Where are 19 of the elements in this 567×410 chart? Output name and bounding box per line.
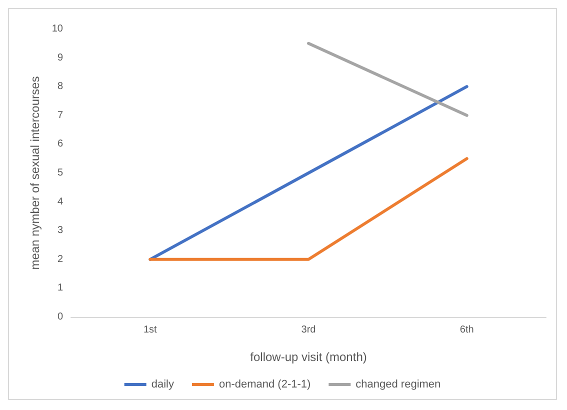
y-tick-label: 5 xyxy=(57,168,64,178)
y-tick-label: 6 xyxy=(57,138,64,150)
x-tick-label: 1st xyxy=(143,324,158,336)
y-tick-label: 10 xyxy=(52,24,64,34)
x-tick-label: 6th xyxy=(460,324,474,336)
legend-label: daily xyxy=(151,378,174,390)
x-tick-label: 3rd xyxy=(301,324,316,336)
x-axis-title: follow-up visit (month) xyxy=(250,350,367,364)
y-tick-label: 2 xyxy=(57,254,64,265)
y-tick-label: 8 xyxy=(57,81,64,92)
y-tick-label: 3 xyxy=(57,225,64,236)
legend-label: on-demand (2-1-1) xyxy=(218,378,311,390)
y-tick-label: 9 xyxy=(57,52,64,64)
y-tick-label: 4 xyxy=(57,196,64,208)
y-axis-title: mean nymber of sexual intercourses xyxy=(28,76,42,270)
y-tick-label: 0 xyxy=(57,312,64,322)
y-tick-label: 1 xyxy=(57,282,64,294)
y-tick-label: 7 xyxy=(57,110,64,121)
legend-label: changed regimen xyxy=(356,378,441,390)
